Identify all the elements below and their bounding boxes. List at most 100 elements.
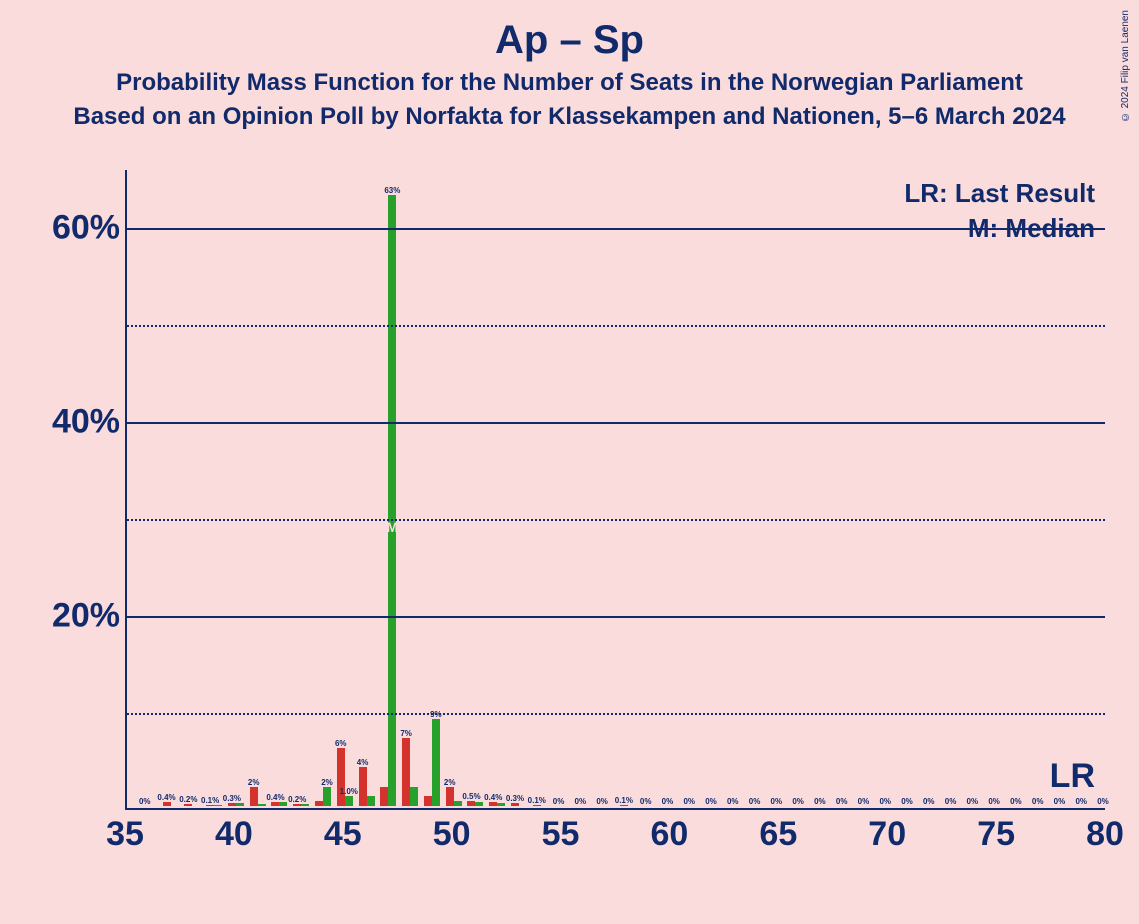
bar-group: 0.2%: [184, 804, 200, 806]
gridline-minor: [127, 325, 1105, 327]
bar-group: 0.1%: [620, 805, 636, 806]
x-axis-label: 55: [542, 815, 580, 854]
bar-label: 0%: [792, 797, 804, 806]
bar-red: 2%: [446, 787, 454, 806]
bar-label: 4%: [357, 758, 369, 767]
gridline-minor: [127, 519, 1105, 521]
bar-label: 0.4%: [266, 793, 284, 802]
bar-red: [424, 796, 432, 806]
bar-label: 0%: [553, 797, 565, 806]
bar-red: 6%: [337, 748, 345, 806]
bar-green: 9%: [432, 719, 440, 806]
bar-label: 0%: [139, 797, 151, 806]
bar-label: 0%: [771, 797, 783, 806]
bar-red: 0.5%: [467, 801, 475, 806]
bar-label: 0%: [727, 797, 739, 806]
y-axis-label: 40%: [45, 403, 120, 442]
bar-group: 0.4%: [163, 802, 179, 806]
y-axis-label: 60%: [45, 209, 120, 248]
bar-green: [279, 802, 287, 806]
bar-red: 7%: [402, 738, 410, 806]
chart-title: Ap – Sp: [0, 18, 1139, 63]
y-axis-label: 20%: [45, 597, 120, 636]
chart-subtitle-1: Probability Mass Function for the Number…: [0, 69, 1139, 97]
bar-group: 0.3%: [511, 803, 527, 806]
bar-red: 0.4%: [271, 802, 279, 806]
bar-red: 0.3%: [511, 803, 519, 806]
bar-label: 0%: [596, 797, 608, 806]
bar-green: [475, 802, 483, 806]
bar-label: 1.0%: [340, 787, 358, 796]
gridline-major: [127, 616, 1105, 618]
bar-green: 2%: [323, 787, 331, 806]
bar-red: [380, 787, 388, 806]
bar-label: 0%: [836, 797, 848, 806]
x-axis-label: 65: [759, 815, 797, 854]
bar-group: 0.4%: [271, 802, 287, 806]
bar-red: 0.4%: [163, 802, 171, 806]
bar-green: [367, 796, 375, 806]
bar-label: 0%: [879, 797, 891, 806]
bar-label: 0%: [858, 797, 870, 806]
bar-label: 0%: [575, 797, 587, 806]
bar-label: 0%: [662, 797, 674, 806]
bar-green: [236, 803, 244, 806]
x-axis-label: 80: [1086, 815, 1124, 854]
bar-label: 2%: [248, 778, 260, 787]
chart-subtitle-2: Based on an Opinion Poll by Norfakta for…: [0, 103, 1139, 131]
bar-red: 0.1%: [620, 805, 628, 806]
bar-label: 0%: [988, 797, 1000, 806]
plot-region: LR: Last Result M: Median LR 0%0.4%0.2%0…: [125, 170, 1105, 810]
bar-label: 63%: [384, 186, 400, 195]
bar-label: 0%: [1097, 797, 1109, 806]
bar-green: 1.0%: [345, 796, 353, 806]
bar-label: 0%: [1010, 797, 1022, 806]
bar-red: 2%: [250, 787, 258, 806]
bar-label: 0%: [967, 797, 979, 806]
bar-red: [315, 801, 323, 806]
bar-label: 0%: [945, 797, 957, 806]
bar-red: 0.1%: [533, 805, 541, 806]
bar-label: 0%: [683, 797, 695, 806]
x-axis-label: 70: [868, 815, 906, 854]
bar-group: 7%: [402, 738, 418, 806]
bar-group: 2%: [446, 787, 462, 806]
bar-red: 0.2%: [184, 804, 192, 806]
bar-label: 0%: [923, 797, 935, 806]
bar-green: [454, 801, 462, 806]
bar-group: 0.1%: [533, 805, 549, 806]
bar-label: 0%: [1075, 797, 1087, 806]
bar-red: 4%: [359, 767, 367, 806]
chart-area: LR: Last Result M: Median LR 0%0.4%0.2%0…: [45, 170, 1120, 850]
bar-group: 9%: [424, 719, 440, 806]
bar-green: [214, 805, 222, 806]
x-axis-label: 40: [215, 815, 253, 854]
copyright-notice: © 2024 Filip van Laenen: [1120, 10, 1131, 122]
bar-label: 0%: [901, 797, 913, 806]
bar-group: 0.2%: [293, 804, 309, 806]
bar-red: 0.3%: [228, 803, 236, 806]
bar-label: 0%: [705, 797, 717, 806]
bar-label: 0.5%: [462, 792, 480, 801]
x-axis-label: 45: [324, 815, 362, 854]
bar-red: 0.4%: [489, 802, 497, 806]
bar-label: 0.2%: [179, 795, 197, 804]
bar-label: 2%: [321, 778, 333, 787]
bar-green: [258, 804, 266, 806]
title-block: Ap – Sp Probability Mass Function for th…: [0, 0, 1139, 131]
bar-group: 2%: [315, 787, 331, 806]
bar-group: 0.5%: [467, 801, 483, 806]
bar-label: 0.3%: [506, 794, 524, 803]
gridline-major: [127, 422, 1105, 424]
bar-label: 0%: [814, 797, 826, 806]
bar-red: 0.1%: [206, 805, 214, 806]
bar-group: 4%: [359, 767, 375, 806]
bar-green: [497, 803, 505, 806]
bar-group: 0.4%: [489, 802, 505, 806]
median-marker-icon: M: [386, 519, 398, 535]
bar-label: 0%: [1032, 797, 1044, 806]
x-axis-label: 60: [651, 815, 689, 854]
x-axis-label: 50: [433, 815, 471, 854]
bar-label: 0%: [640, 797, 652, 806]
bar-red: 0.2%: [293, 804, 301, 806]
